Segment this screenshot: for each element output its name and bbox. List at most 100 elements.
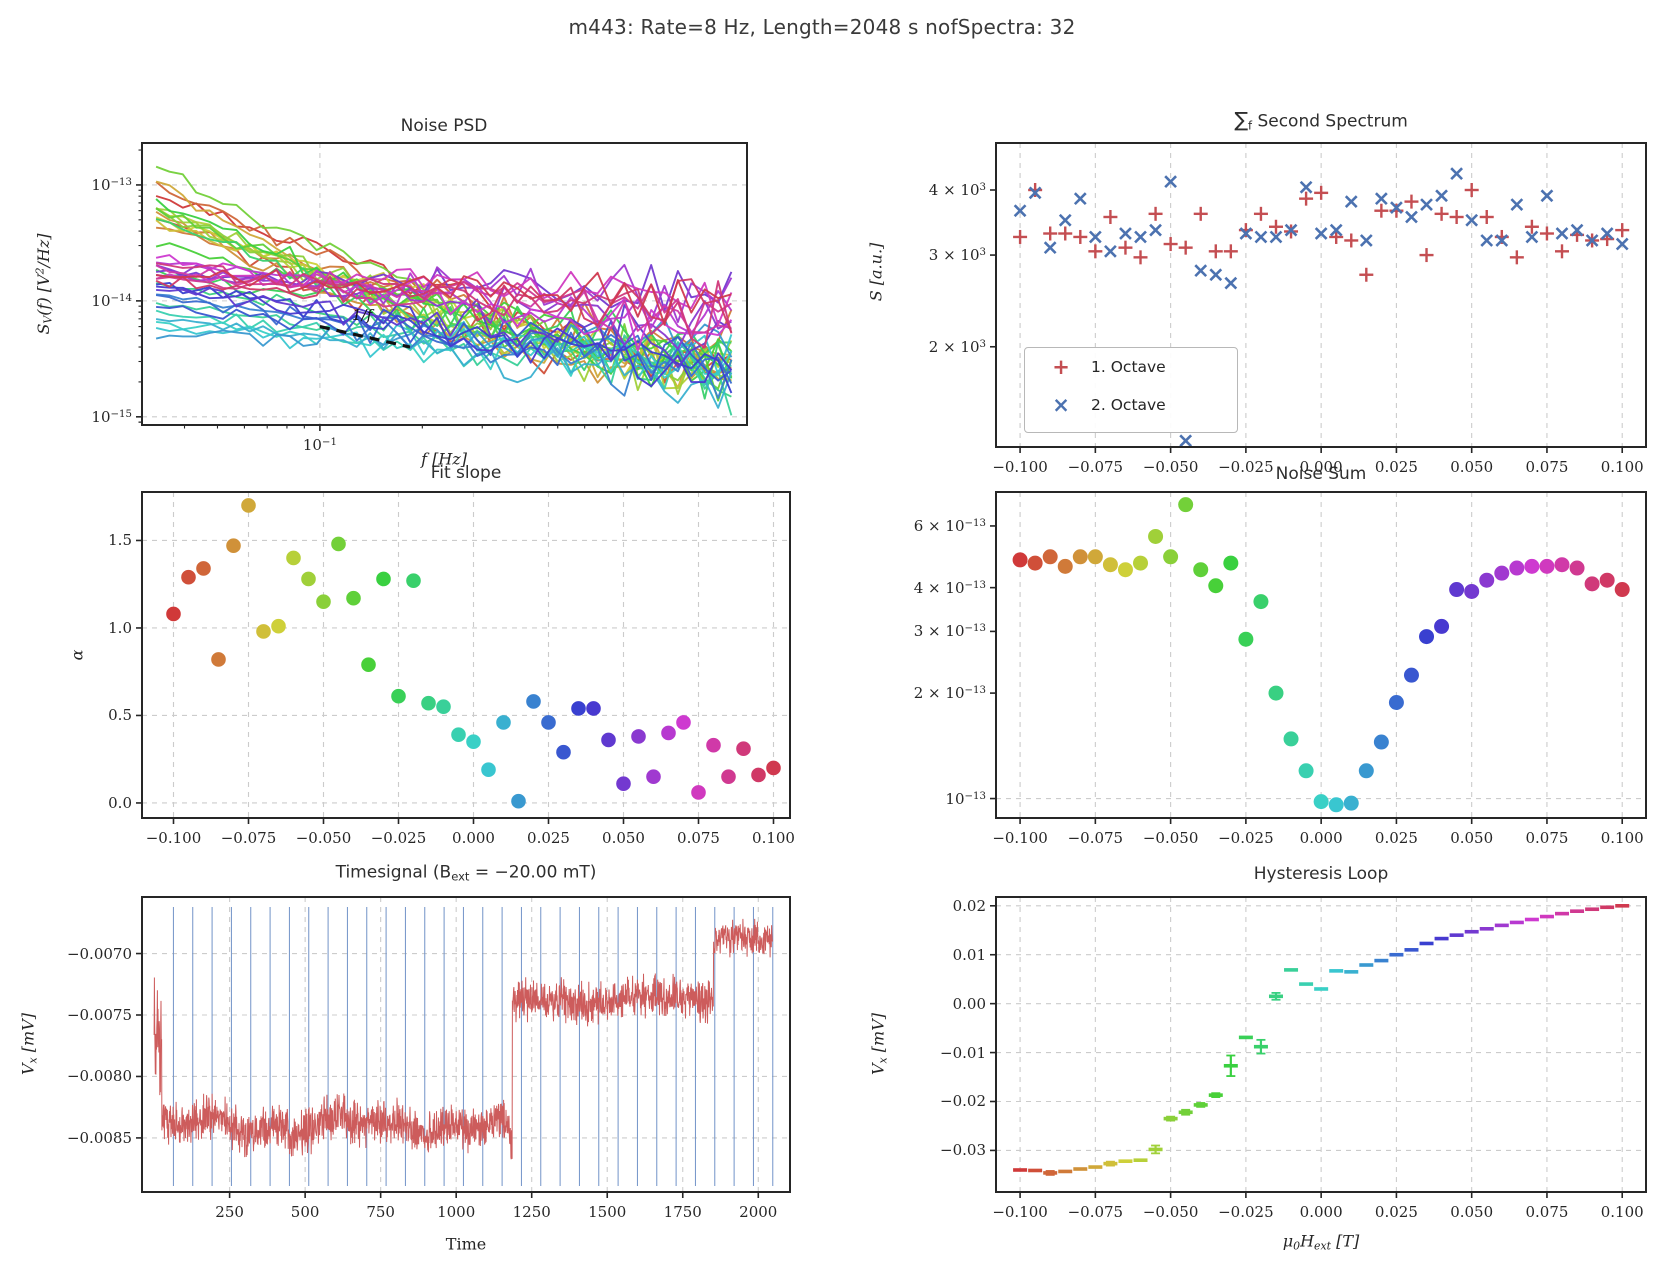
second-spectrum-xtick-label: −0.025 — [1218, 458, 1274, 476]
sub-text: ext — [451, 869, 470, 884]
fit-slope-point — [406, 573, 421, 589]
label-text: 0.0 — [108, 793, 132, 812]
sup-text: 3 — [979, 338, 986, 350]
label-text: H — [1300, 1231, 1315, 1251]
hysteresis-marker — [1479, 926, 1494, 931]
octave2-x-marker — [1209, 268, 1223, 282]
hysteresis-marker — [1178, 1110, 1193, 1115]
label-text: S — [33, 323, 53, 335]
timesignal-xtick-label: 1500 — [588, 1203, 626, 1221]
fit-slope-title: Fit slope — [430, 463, 502, 483]
psd-ytick-label: 10−13 — [91, 176, 132, 194]
hysteresis-marker — [1088, 1165, 1103, 1169]
label-text: 1250 — [512, 1203, 551, 1221]
noise-sum-point — [1193, 562, 1209, 578]
hysteresis-xtick-label: −0.050 — [1143, 1203, 1199, 1221]
fit-slope-point — [586, 701, 601, 716]
label-text: −0.050 — [1142, 458, 1199, 476]
octave2-x-marker — [1585, 234, 1599, 247]
noise-sum-xtick-label: −0.075 — [1068, 829, 1124, 847]
second-spectrum-xtick-label: 0.100 — [1601, 458, 1644, 476]
octave2-x-marker — [1088, 230, 1102, 244]
fit-slope-point — [601, 732, 616, 748]
legend-item-octave1: + 1. Octave — [1025, 348, 1237, 386]
noise-sum-point — [1358, 763, 1374, 779]
hysteresis-marker — [1359, 963, 1374, 967]
label-text: 0.000 — [1299, 458, 1343, 476]
hysteresis-xlabel: μ0Hext [T] — [1283, 1232, 1359, 1253]
label-text: −0.0075 — [66, 1006, 132, 1024]
octave2-x-marker — [1465, 213, 1479, 227]
fit-slope-ytick-label: 0.5 — [108, 706, 132, 724]
sup-text: −15 — [110, 408, 133, 420]
fit-slope-xtick-label: 0.025 — [527, 829, 570, 847]
label-text: −0.02 — [940, 1092, 986, 1111]
sup-text: −14 — [110, 292, 133, 304]
fit-slope-point — [451, 727, 466, 743]
timesignal-xtick-label: 1750 — [664, 1203, 702, 1221]
hysteresis-marker — [1208, 1093, 1223, 1097]
label-text: −0.100 — [992, 829, 1048, 847]
psd-xlabel: f [Hz] — [421, 450, 467, 469]
psd-line — [155, 268, 733, 326]
label-text: Second Spectrum — [1252, 111, 1408, 132]
sub-text: 0 — [1293, 1239, 1301, 1253]
fit-slope-point — [766, 760, 781, 776]
fit-slope-ylabel: α — [68, 650, 87, 661]
hysteresis-marker — [1028, 1168, 1043, 1173]
octave2-x-marker — [1164, 175, 1177, 189]
label-text: 0.000 — [1299, 829, 1343, 847]
psd-line — [155, 254, 733, 352]
psd-xtick-label: 10−1 — [303, 436, 337, 454]
octave2-x-marker — [1374, 192, 1388, 206]
timesignal-xtick-label: 2000 — [739, 1203, 777, 1221]
octave2-x-marker — [1435, 189, 1448, 203]
figure-title: m443: Rate=8 Hz, Length=2048 s nofSpectr… — [568, 15, 1076, 39]
hysteresis-marker — [1284, 968, 1299, 972]
timesignal-spines — [141, 896, 791, 1193]
label-text: 3 × 10 — [913, 622, 965, 641]
label-text: [mV] — [18, 1013, 38, 1058]
noise-sum-point — [1479, 572, 1495, 588]
hysteresis-marker — [1615, 904, 1630, 908]
hysteresis-xtick-label: 0.100 — [1601, 1203, 1644, 1221]
octave2-x-marker — [1600, 227, 1614, 240]
hysteresis-marker — [1464, 929, 1479, 934]
label-text: 3 × 10 — [928, 246, 980, 265]
fit-slope-point — [286, 550, 301, 566]
noise-sum-point — [1102, 557, 1118, 573]
label-text: 0.01 — [952, 945, 986, 964]
hysteresis-title: Hysteresis Loop — [1253, 864, 1389, 884]
noise-sum-point — [1012, 552, 1028, 568]
noise-sum-point — [1419, 629, 1435, 645]
octave2-x-marker — [1269, 230, 1283, 244]
label-text: 0.100 — [1600, 829, 1644, 847]
timesignal-trace — [153, 918, 773, 1160]
hysteresis-ylabel: Vx [mV] — [869, 1013, 890, 1075]
noise-sum-xtick-label: −0.100 — [992, 829, 1048, 847]
psd-title: Noise PSD — [400, 116, 488, 136]
psd-ytick-label: 10−14 — [91, 292, 132, 310]
noise-sum-point — [1042, 549, 1058, 565]
hysteresis-marker — [1163, 1116, 1178, 1121]
label-text: 500 — [290, 1203, 320, 1221]
octave2-x-marker — [1194, 264, 1208, 278]
noise-sum-xtick-label: 0.025 — [1375, 829, 1418, 847]
second-spectrum-ylabel: S [a.u.] — [867, 243, 886, 302]
sub-text: x — [26, 1057, 40, 1064]
label-text: −0.025 — [1218, 458, 1274, 476]
label-text: 0.050 — [1450, 1203, 1494, 1221]
octave2-x-marker — [1179, 434, 1193, 447]
hysteresis-marker — [1434, 936, 1449, 941]
label-text: 0.025 — [1374, 1203, 1418, 1221]
second-spectrum-xtick-label: 0.025 — [1375, 458, 1418, 476]
hysteresis-marker — [1374, 958, 1389, 963]
psd-line — [156, 285, 733, 388]
octave2-x-marker — [1314, 227, 1328, 240]
psd-line — [155, 318, 733, 409]
noise-sum-point — [1584, 576, 1600, 592]
hysteresis-marker — [1344, 970, 1359, 974]
hysteresis-xtick-label: −0.025 — [1218, 1203, 1274, 1221]
octave2-x-marker — [1480, 234, 1494, 247]
